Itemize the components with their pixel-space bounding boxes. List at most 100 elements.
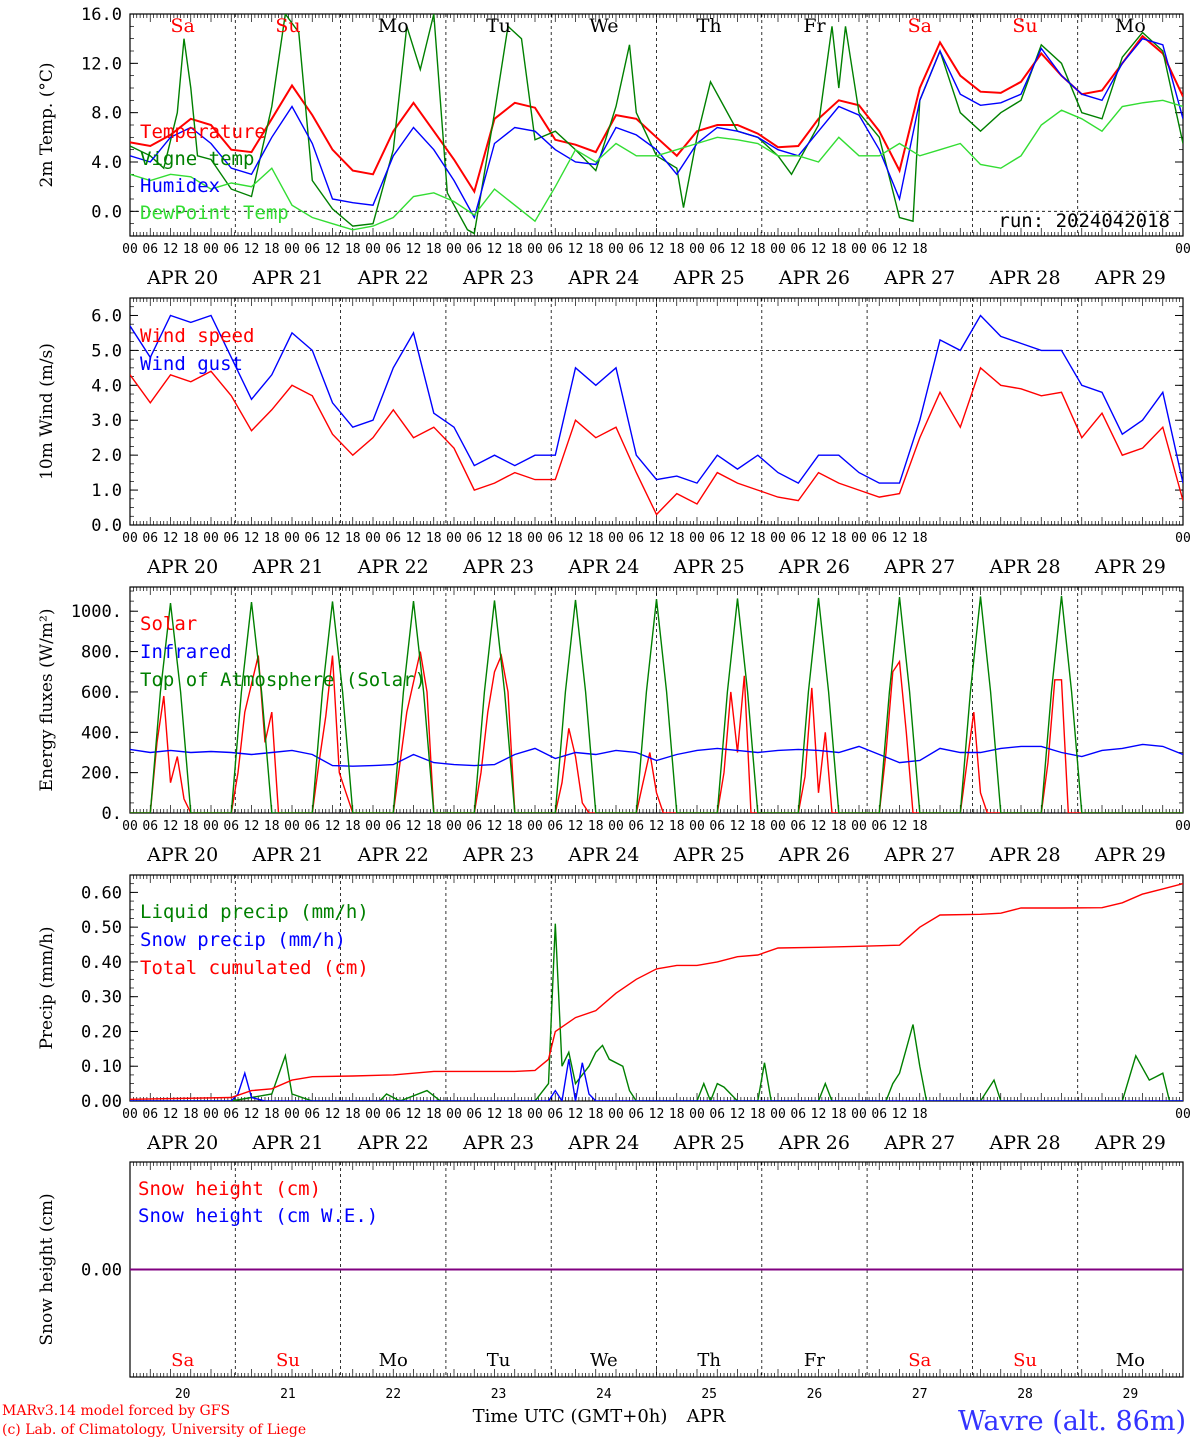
hour-tick-label: 18	[588, 531, 604, 546]
hour-tick-label: 18	[750, 531, 766, 546]
hour-tick-label: 12	[730, 1107, 746, 1122]
hour-tick-label: 00	[203, 242, 219, 257]
day-number: 22	[385, 1387, 401, 1402]
hour-tick-label: 18	[588, 1107, 604, 1122]
hour-tick-label: 18	[912, 242, 928, 257]
y-tick-label: 800.	[81, 643, 122, 663]
hour-tick-label: 18	[831, 242, 847, 257]
series-line-solar	[130, 651, 1183, 813]
hour-tick-label: 00	[527, 531, 543, 546]
day-number: 21	[280, 1387, 296, 1402]
time-axis-label: Time UTC (GMT+0h)	[473, 1406, 668, 1427]
weekday-label: Sa	[171, 1350, 194, 1371]
y-tick-label: 1000.	[71, 602, 122, 622]
hour-tick-label: 00	[284, 819, 300, 834]
hour-tick-label: 12	[163, 1107, 179, 1122]
legend-entry: Temperature	[140, 121, 266, 143]
date-label: APR 24	[567, 1132, 639, 1154]
hour-tick-label: 00	[608, 1107, 624, 1122]
date-label: APR 28	[989, 1132, 1061, 1154]
hour-tick-label: 06	[547, 531, 563, 546]
y-tick-label: 0.20	[81, 1022, 122, 1042]
y-tick-label: 400.	[81, 723, 122, 743]
y-tick-label: 0.40	[81, 953, 122, 973]
hour-tick-label: 12	[244, 819, 260, 834]
hour-tick-label: 06	[709, 819, 725, 834]
hour-tick-label: 18	[507, 819, 523, 834]
hour-tick-label: 18	[669, 242, 685, 257]
legend-entry: Snow precip (mm/h)	[140, 929, 346, 951]
hour-tick-label: 06	[304, 819, 320, 834]
date-label: APR 27	[883, 267, 955, 289]
legend-entry: Wind gust	[140, 353, 243, 375]
hour-tick-label: 12	[568, 242, 584, 257]
hour-tick-label: 18	[183, 819, 199, 834]
date-label: APR 23	[462, 556, 534, 578]
y-axis-label: Energy fluxes (W/m²)	[37, 609, 57, 792]
date-label: APR 27	[883, 844, 955, 866]
hour-tick-label: 12	[649, 242, 665, 257]
hour-tick-label: 12	[163, 531, 179, 546]
hour-tick-label: 18	[426, 1107, 442, 1122]
date-label: APR 21	[251, 556, 323, 578]
hour-tick-label: 12	[487, 531, 503, 546]
y-tick-label: 2.0	[91, 446, 122, 466]
series-line-dewpoint-temp	[130, 99, 1183, 231]
weekday-label: Mo	[1116, 1350, 1145, 1371]
hour-tick-label: 06	[628, 531, 644, 546]
hour-tick-label: 00	[122, 819, 138, 834]
hour-tick-label: 18	[345, 1107, 361, 1122]
hour-tick-label: 06	[385, 531, 401, 546]
hour-tick-label: 18	[183, 242, 199, 257]
hour-tick-label: 18	[183, 531, 199, 546]
panel-precip: 0.60 0.50 0.40 0.30 0.20 0.10 0.00 Precip (mm/h…	[37, 874, 1191, 1154]
weekday-label: Sa	[908, 1350, 931, 1371]
weekday-label: Th	[697, 1350, 721, 1371]
y-tick-label: 200.	[81, 764, 122, 784]
hour-tick-label: 12	[730, 242, 746, 257]
hour-tick-label: 12	[406, 1107, 422, 1122]
hour-tick-label: 06	[142, 819, 158, 834]
hour-tick-label: 06	[790, 1107, 806, 1122]
hour-tick-label: 18	[345, 242, 361, 257]
hour-tick-label: 00	[284, 1107, 300, 1122]
date-label: APR 26	[778, 267, 850, 289]
date-label: APR 28	[989, 267, 1061, 289]
date-label: APR 27	[883, 1132, 955, 1154]
hour-tick-label: 18	[588, 819, 604, 834]
hour-tick-label: 06	[466, 1107, 482, 1122]
model-credit-line1: MARv3.14 model forced by GFS	[2, 1403, 230, 1419]
date-label: APR 29	[1094, 267, 1166, 289]
date-label: APR 22	[357, 844, 429, 866]
y-tick-label: 0.00	[81, 1261, 122, 1281]
hour-tick-label: 18	[426, 531, 442, 546]
y-tick-label: 6.0	[91, 306, 122, 326]
hour-tick-label: 12	[730, 819, 746, 834]
y-tick-label: 0.	[102, 804, 122, 824]
hour-tick-label: 18	[750, 242, 766, 257]
hour-tick-label: 06	[142, 531, 158, 546]
hour-tick-label: 18	[669, 1107, 685, 1122]
y-axis-label: 10m Wind (m/s)	[37, 343, 57, 480]
y-axis-label: Snow height (cm)	[37, 1193, 57, 1345]
y-axis-label: 2m Temp. (°C)	[37, 62, 57, 187]
legend-entry: Total cumulated (cm)	[140, 957, 369, 979]
day-number: 23	[491, 1387, 507, 1402]
hour-tick-label: 00	[1175, 1107, 1191, 1122]
series-line-snow-precip-mm-h-	[130, 1059, 1183, 1101]
hour-tick-label: 06	[223, 531, 239, 546]
hour-tick-label: 00	[851, 242, 867, 257]
date-label: APR 20	[146, 844, 218, 866]
hour-tick-label: 06	[628, 242, 644, 257]
date-label: APR 21	[251, 267, 323, 289]
hour-tick-label: 12	[892, 531, 908, 546]
hour-tick-label: 12	[487, 242, 503, 257]
hour-tick-label: 12	[811, 242, 827, 257]
hour-tick-label: 18	[831, 1107, 847, 1122]
hour-tick-label: 12	[568, 819, 584, 834]
hour-tick-label: 00	[365, 1107, 381, 1122]
hour-tick-label: 06	[628, 819, 644, 834]
hour-tick-label: 00	[446, 531, 462, 546]
y-tick-label: 600.	[81, 683, 122, 703]
panel-wind: 6.0 5.0 4.0 3.0 2.0 1.0 0.0 10m Wind (m/s) 00 06 1…	[37, 297, 1191, 578]
